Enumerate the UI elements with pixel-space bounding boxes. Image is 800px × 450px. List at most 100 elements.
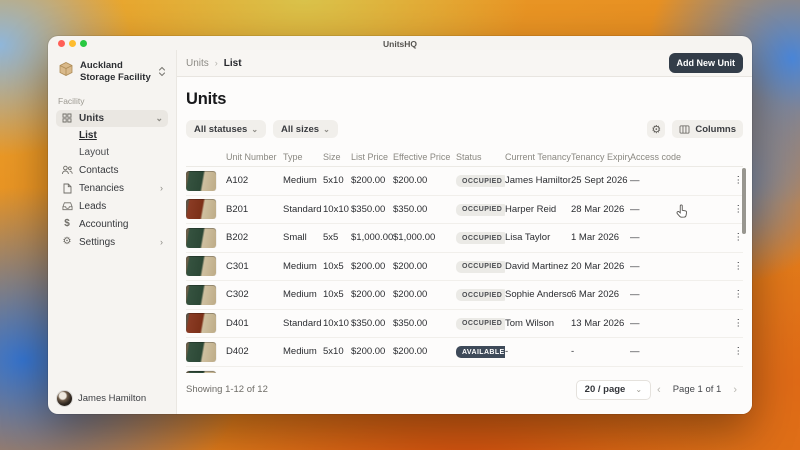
table-footer: Showing 1-12 of 12 20 / page ⌄ ‹ Page 1 …: [186, 379, 743, 400]
cell-unit-number: B201: [226, 203, 249, 215]
cell-effective-price: $200.00: [393, 175, 428, 187]
table-row[interactable]: A102 Medium 5x10 $200.00 $200.00 OCCUPIE…: [186, 167, 743, 196]
inbox-icon: [61, 201, 73, 211]
sidebar-item-layout[interactable]: Layout: [79, 147, 110, 159]
cell-current-tenancy: Sophie Anderson: [505, 289, 571, 301]
dollar-icon: $: [64, 218, 70, 230]
status-filter-label: All statuses: [194, 123, 248, 135]
column-header-effective-price: Effective Price: [393, 152, 451, 162]
cell-size: 10x5: [323, 289, 344, 301]
row-menu-button[interactable]: ⋮: [727, 260, 744, 272]
row-menu-button[interactable]: ⋮: [727, 346, 744, 358]
page-info: Page 1 of 1: [672, 384, 722, 395]
breadcrumb-units[interactable]: Units: [186, 57, 209, 69]
column-header-unit-number: Unit Number: [226, 152, 277, 162]
sidebar-item-settings[interactable]: ⚙ Settings ›: [56, 234, 168, 251]
sidebar-item-leads[interactable]: Leads: [56, 198, 168, 215]
sidebar-item-list[interactable]: List: [79, 130, 97, 142]
sidebar-item-label: Accounting: [79, 218, 129, 230]
cell-current-tenancy: Harper Reid: [505, 203, 557, 215]
table-row[interactable]: C301 Medium 10x5 $200.00 $200.00 OCCUPIE…: [186, 253, 744, 281]
cell-size: 5x10: [323, 346, 344, 358]
sidebar-item-contacts[interactable]: Contacts: [56, 162, 168, 179]
sidebar-item-tenancies[interactable]: Tenancies ›: [56, 180, 168, 197]
avatar: [57, 391, 72, 406]
chevron-right-icon: ›: [160, 236, 163, 247]
add-new-unit-button[interactable]: Add New Unit: [668, 53, 743, 73]
size-filter-dropdown[interactable]: All sizes ⌄: [273, 120, 338, 138]
cell-tenancy-expiry: 6 Mar 2026: [571, 289, 620, 301]
unit-thumbnail: [186, 256, 226, 277]
table-scrollbar-thumb[interactable]: [742, 168, 746, 234]
cell-type: Medium: [283, 289, 317, 301]
cell-current-tenancy: David Martinez: [505, 260, 569, 272]
sidebar-item-accounting[interactable]: $ Accounting: [56, 216, 168, 233]
unit-photo: [186, 313, 216, 334]
row-menu-button[interactable]: ⋮: [727, 289, 744, 300]
cell-type: Small: [283, 232, 307, 244]
cell-current-tenancy: Tom Wilson: [505, 317, 555, 329]
package-box-icon: [58, 61, 74, 82]
grid-icon: [61, 113, 73, 123]
row-menu-button[interactable]: ⋮: [727, 317, 744, 329]
table-header-row: Unit Number Type Size List Price Effecti…: [186, 148, 743, 167]
table-row[interactable]: C302 Medium 10x5 $200.00 $200.00 OCCUPIE…: [186, 281, 743, 310]
status-badge: OCCUPIED: [456, 289, 505, 301]
dots-vertical-icon: ⋮: [733, 260, 744, 272]
breadcrumb-separator-icon: ›: [214, 58, 218, 68]
cell-unit-number: D402: [226, 346, 249, 358]
window-titlebar: UnitsHQ: [48, 36, 752, 50]
status-filter-dropdown[interactable]: All statuses ⌄: [186, 120, 267, 138]
traffic-lights: [58, 40, 87, 47]
cell-status: OCCUPIED: [456, 175, 505, 187]
table-row[interactable]: B201 Standard 10x10 $350.00 $350.00 OCCU…: [186, 196, 744, 224]
status-badge: OCCUPIED: [456, 317, 505, 330]
table-row[interactable]: D401 Standard 10x10 $350.00 $350.00 OCCU…: [186, 310, 744, 338]
table-settings-button[interactable]: ⚙: [647, 120, 666, 138]
cell-list-price: $200.00: [351, 260, 386, 272]
close-window-button[interactable]: [58, 40, 65, 47]
chevron-down-icon: ⌄: [251, 124, 259, 134]
breadcrumb-bar: Units › List Add New Unit: [177, 50, 752, 77]
unit-thumbnail: [186, 199, 226, 220]
unit-photo: [186, 199, 216, 220]
table-row[interactable]: D402 Medium 5x10 $200.00 $200.00 AVAILAB…: [186, 338, 743, 367]
unit-photo: [186, 227, 216, 248]
cell-current-tenancy: -: [505, 346, 509, 358]
cell-effective-price: $350.00: [393, 317, 428, 329]
minimize-window-button[interactable]: [69, 40, 76, 47]
zoom-window-button[interactable]: [80, 40, 87, 47]
dots-vertical-icon: ⋮: [733, 203, 744, 215]
cell-unit-number: C301: [226, 260, 249, 272]
table-row-partial: [186, 367, 743, 373]
columns-button[interactable]: Columns: [672, 120, 743, 138]
per-page-dropdown[interactable]: 20 / page ⌄: [575, 379, 652, 400]
cell-type: Medium: [283, 260, 317, 272]
status-badge: OCCUPIED: [456, 260, 505, 273]
breadcrumb: Units › List: [186, 58, 242, 69]
table-row[interactable]: B202 Small 5x5 $1,000.00 $1,000.00 OCCUP…: [186, 224, 743, 253]
cell-access-code: —: [630, 175, 640, 187]
row-menu-button[interactable]: ⋮: [727, 175, 744, 186]
sidebar-item-units[interactable]: Units ⌄: [56, 109, 168, 127]
selector-up-down-icon: [158, 66, 166, 77]
dots-vertical-icon: ⋮: [733, 346, 744, 358]
dots-vertical-icon: ⋮: [733, 317, 744, 329]
facility-switcher[interactable]: Auckland Storage Facility: [56, 58, 168, 86]
chevron-left-icon: ‹: [657, 383, 661, 396]
cell-tenancy-expiry: 28 Mar 2026: [571, 203, 625, 215]
app-window: UnitsHQ Auckland Storage Facility Facili…: [48, 36, 752, 414]
user-menu[interactable]: James Hamilton: [57, 391, 146, 406]
chevron-down-icon: ⌄: [635, 385, 643, 394]
previous-page-button[interactable]: ‹: [651, 384, 667, 396]
unit-thumbnail: [186, 227, 226, 248]
sidebar-item-label: Units: [79, 112, 104, 124]
cell-effective-price: $350.00: [393, 203, 428, 215]
row-menu-button[interactable]: ⋮: [727, 203, 744, 215]
chevron-down-icon: ⌄: [155, 112, 163, 123]
sidebar-item-label: Contacts: [79, 164, 119, 176]
next-page-button[interactable]: ›: [727, 384, 743, 396]
row-menu-button[interactable]: ⋮: [727, 232, 744, 243]
sidebar: Auckland Storage Facility Facility Units…: [48, 50, 176, 414]
